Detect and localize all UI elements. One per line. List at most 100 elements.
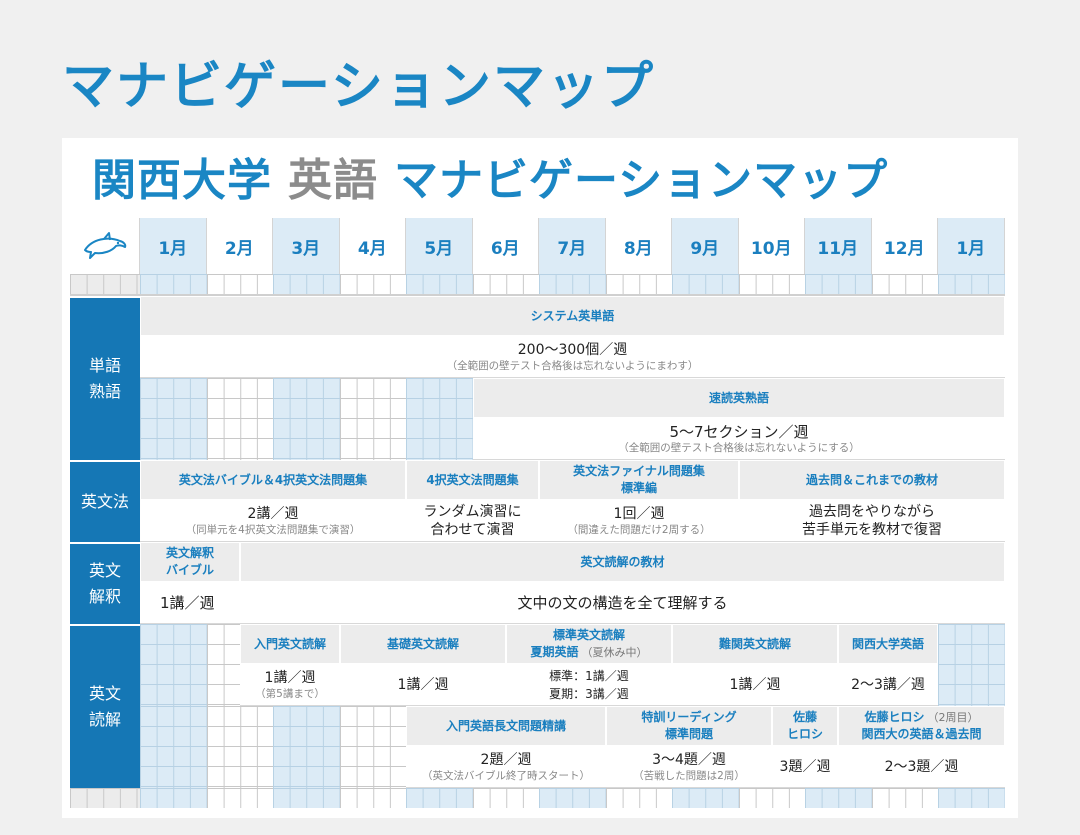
- kandai-label: 関西大学英語: [838, 624, 938, 664]
- footer-cell: [339, 788, 406, 808]
- tokkun-note: （苦戦した問題は2周）: [633, 769, 745, 782]
- month-strip-cell: [406, 274, 473, 294]
- hyojun-label: 標準英文読解 夏期英語 （夏休み中）: [506, 624, 672, 664]
- sato2-amount: 2～3題／週: [884, 758, 959, 775]
- past-value: 過去問をやりながら 苦手単元を教材で復習: [739, 500, 1005, 542]
- footer-cell: [738, 788, 805, 808]
- month-strip-cell: [871, 274, 938, 294]
- month-header-cell: 9月: [672, 218, 739, 274]
- kandai-amount: 2～3講／週: [851, 676, 925, 693]
- month-header-cell: 5月: [406, 218, 473, 274]
- nankan-amount: 1講／週: [729, 676, 781, 693]
- nankan-value: 1講／週: [672, 664, 838, 706]
- past-amount-line1: 過去問をやりながら: [809, 503, 935, 520]
- sato-value: 3題／週: [772, 746, 838, 788]
- month-header-cell: 7月: [539, 218, 606, 274]
- reading-empty-cell: [206, 706, 273, 788]
- category-reading-label: 英文 読解: [88, 684, 121, 729]
- month-strip-cell: [140, 274, 207, 294]
- month-strip-cell: [672, 274, 739, 294]
- sato2-label: 佐藤ヒロシ （2周目） 関西大の英語＆過去問: [838, 706, 1005, 746]
- nyumon-label: 入門英文読解: [240, 624, 340, 664]
- system-eitango-label: システム英単語: [140, 296, 1005, 336]
- sato2-value: 2～3題／週: [838, 746, 1005, 788]
- footer-cell: [406, 788, 473, 808]
- hyojun-title-note: （夏休み中）: [581, 646, 648, 659]
- reading-empty-cell: [140, 706, 207, 788]
- fourchoice-amount-line2: 合わせて演習: [430, 521, 515, 538]
- hyojun-amount-line2: 夏期：3講／週: [549, 686, 629, 701]
- month-header-cell: 10月: [738, 218, 805, 274]
- month-strip-cell: [805, 274, 872, 294]
- footer-cell: [472, 788, 539, 808]
- chobun-title: 入門英語長文問題精講: [445, 718, 566, 733]
- fourchoice-value: ランダム演習に 合わせて演習: [406, 500, 539, 542]
- sokudoku-value: 5～7セクション／週 （全範囲の壁テスト合格後は忘れないようにする）: [473, 418, 1005, 460]
- footer-cell: [805, 788, 872, 808]
- reading-empty-cell: [339, 706, 406, 788]
- logo-cell: [70, 218, 140, 274]
- category-grammar: 英文法: [70, 460, 140, 542]
- tokkun-amount: 3～4題／週: [652, 751, 726, 768]
- kandai-title: 関西大学英語: [851, 636, 924, 651]
- sato2-title-line2: 関西大の英語＆過去問: [861, 727, 982, 741]
- nyumon-title: 入門英文読解: [253, 636, 326, 651]
- category-interpretation-label: 英文 解釈: [88, 561, 121, 606]
- final-title-line1: 英文法ファイナル問題集: [573, 464, 705, 478]
- sato-title-line1: 佐藤: [792, 710, 817, 724]
- footer-cell: [871, 788, 938, 808]
- month-strip-cell: [273, 274, 340, 294]
- interp-bible-label: 英文解釈 バイブル: [140, 542, 240, 582]
- month-header-cell: 6月: [472, 218, 539, 274]
- dolphin-icon: [83, 232, 126, 259]
- final-note: （間違えた問題だけ2周する）: [567, 523, 711, 536]
- sokudoku-label: 速読英熟語: [473, 378, 1005, 418]
- footer-cell: [140, 788, 207, 808]
- month-strip-cell: [472, 274, 539, 294]
- system-eitango-value: 200～300個／週 （全範囲の壁テスト合格後は忘れないようにまわす）: [140, 336, 1005, 378]
- system-eitango-amount: 200～300個／週: [517, 341, 628, 358]
- reading-empty-cell: [273, 706, 340, 788]
- kandai-value: 2～3講／週: [838, 664, 938, 706]
- final-value: 1回／週 （間違えた問題だけ2周する）: [539, 500, 739, 542]
- nankan-title: 難関英文読解: [718, 636, 791, 651]
- nankan-label: 難関英文読解: [672, 624, 838, 664]
- month-strip-cell: [339, 274, 406, 294]
- hyojun-title-line1: 標準英文読解: [552, 628, 625, 642]
- interp-material-value: 文中の文の構造を全て理解する: [240, 582, 1005, 624]
- final-title-line2: 標準編: [620, 481, 657, 495]
- kiso-value: 1講／週: [340, 664, 506, 706]
- page-title: マナビゲーションマップ: [62, 57, 655, 117]
- month-header-cell: 4月: [339, 218, 406, 274]
- header-divider: [70, 294, 1005, 296]
- fourchoice-label: 4択英文法問題集: [406, 460, 539, 500]
- month-header-cell: 2月: [206, 218, 273, 274]
- final-amount: 1回／週: [613, 505, 665, 522]
- category-reading: 英文 読解: [70, 624, 140, 788]
- month-header-cell: 1月: [140, 218, 207, 274]
- tokkun-title-line2: 標準問題: [664, 727, 713, 741]
- map-title: 関西大学 英語 マナビゲーションマップ: [92, 146, 888, 216]
- month-header-cell: 11月: [805, 218, 872, 274]
- month-header-cell: 3月: [273, 218, 340, 274]
- sokudoku-note: （全範囲の壁テスト合格後は忘れないようにする）: [618, 441, 860, 454]
- fourchoice-title: 4択英文法問題集: [426, 472, 519, 487]
- sato2-title-line1: 佐藤ヒロシ: [864, 710, 925, 724]
- past-label: 過去問＆これまでの教材: [739, 460, 1005, 500]
- map-title-main: マナビゲーションマップ: [394, 155, 889, 206]
- final-label: 英文法ファイナル問題集 標準編: [539, 460, 739, 500]
- sato-label: 佐藤 ヒロシ: [772, 706, 838, 746]
- nyumon-amount: 1講／週: [264, 669, 316, 686]
- month-strip-cell: [605, 274, 672, 294]
- vocab-empty-cell: [339, 378, 406, 460]
- footer-cell: [273, 788, 340, 808]
- vocab-empty-cell: [406, 378, 473, 460]
- footer-cell: [539, 788, 606, 808]
- past-title: 過去問＆これまでの教材: [805, 472, 938, 487]
- month-strip-cell: [738, 274, 805, 294]
- interp-material-amount: 文中の文の構造を全て理解する: [517, 593, 728, 612]
- interp-bible-title-line1: 英文解釈: [165, 546, 214, 560]
- chobun-amount: 2題／週: [480, 751, 532, 768]
- footer-cell: [672, 788, 739, 808]
- footer-cell: [70, 788, 140, 808]
